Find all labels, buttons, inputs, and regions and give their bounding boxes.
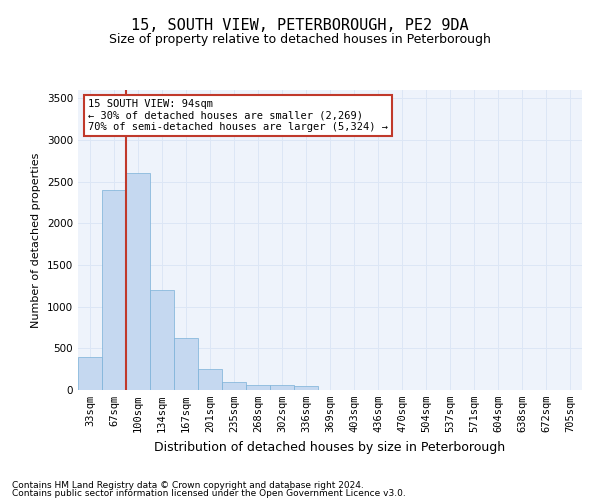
Bar bbox=[150, 290, 174, 390]
Text: 15 SOUTH VIEW: 94sqm
← 30% of detached houses are smaller (2,269)
70% of semi-de: 15 SOUTH VIEW: 94sqm ← 30% of detached h… bbox=[88, 99, 388, 132]
Text: Contains public sector information licensed under the Open Government Licence v3: Contains public sector information licen… bbox=[12, 489, 406, 498]
X-axis label: Distribution of detached houses by size in Peterborough: Distribution of detached houses by size … bbox=[154, 440, 506, 454]
Bar bbox=[270, 385, 294, 390]
Text: 15, SOUTH VIEW, PETERBOROUGH, PE2 9DA: 15, SOUTH VIEW, PETERBOROUGH, PE2 9DA bbox=[131, 18, 469, 32]
Bar bbox=[246, 385, 270, 390]
Bar bbox=[102, 190, 126, 390]
Bar bbox=[126, 174, 150, 390]
Y-axis label: Number of detached properties: Number of detached properties bbox=[31, 152, 41, 328]
Bar bbox=[294, 386, 318, 390]
Bar bbox=[198, 369, 222, 390]
Bar bbox=[78, 356, 102, 390]
Bar bbox=[222, 382, 246, 390]
Bar bbox=[174, 338, 198, 390]
Text: Contains HM Land Registry data © Crown copyright and database right 2024.: Contains HM Land Registry data © Crown c… bbox=[12, 480, 364, 490]
Text: Size of property relative to detached houses in Peterborough: Size of property relative to detached ho… bbox=[109, 32, 491, 46]
